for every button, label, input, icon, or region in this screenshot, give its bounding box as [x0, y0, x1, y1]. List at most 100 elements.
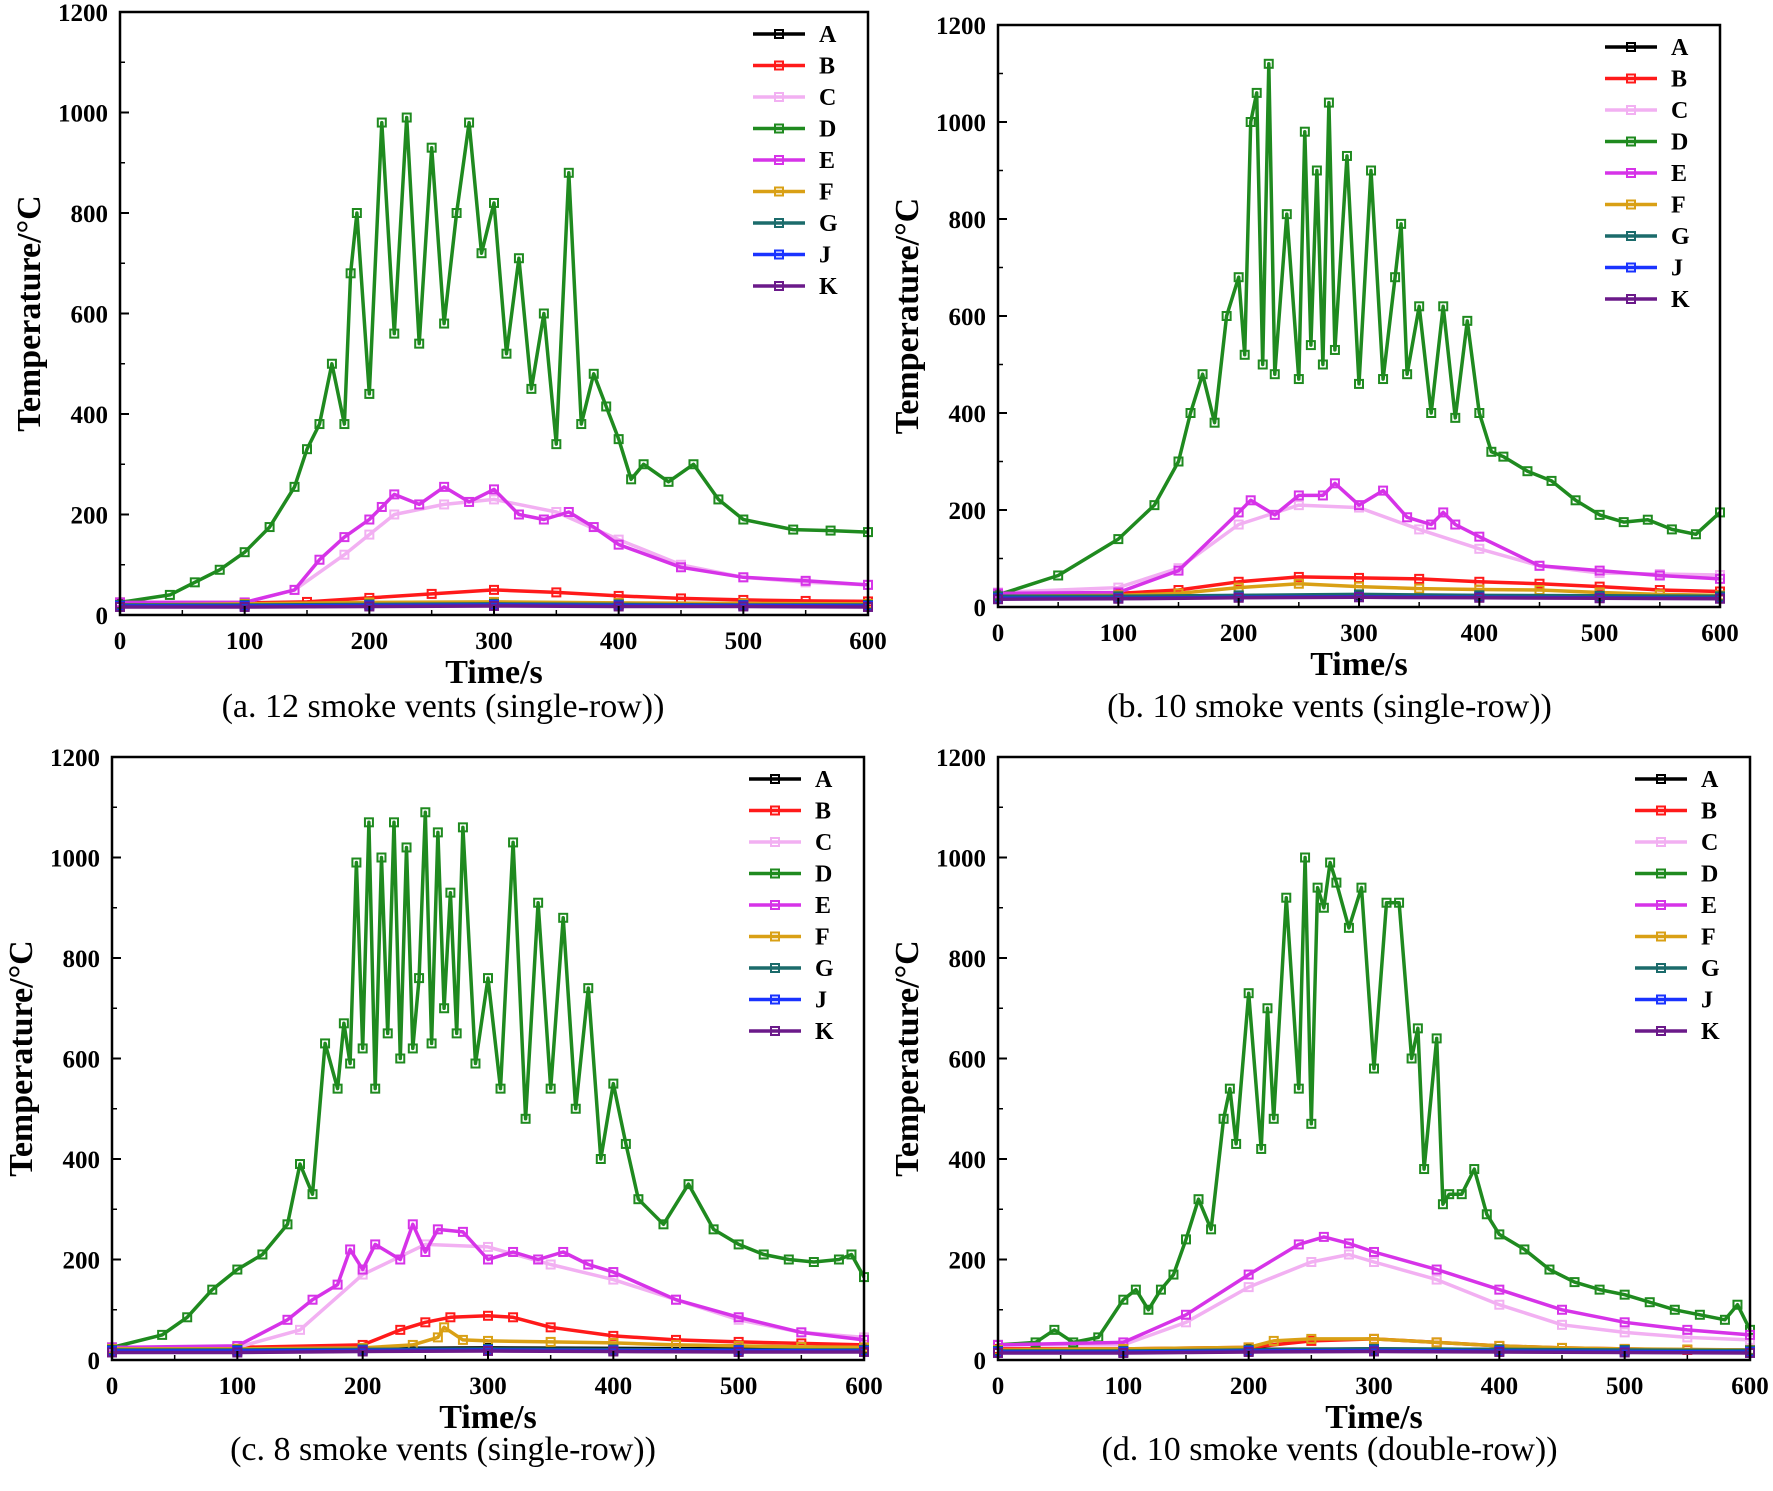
- data-point-d: [583, 983, 594, 994]
- legend-label: J: [819, 243, 831, 269]
- data-point-e: [1243, 1269, 1254, 1280]
- data-point-d: [688, 459, 699, 470]
- data-point-e: [613, 539, 624, 550]
- x-tick-label: 400: [1461, 620, 1499, 647]
- data-point-d: [426, 142, 437, 153]
- legend-label: C: [1701, 830, 1718, 856]
- data-point-d: [451, 1028, 462, 1039]
- legend-label: B: [815, 799, 831, 825]
- data-point-d: [364, 388, 375, 399]
- data-point-d: [783, 1254, 794, 1265]
- legend-swatch-marker: [1626, 42, 1636, 52]
- data-point-d: [1438, 301, 1449, 312]
- data-point-e: [671, 1294, 681, 1305]
- data-point-d: [1263, 58, 1274, 69]
- data-point-d: [1396, 218, 1407, 229]
- legend-item-b: B: [1635, 799, 1717, 825]
- data-point-d: [1394, 897, 1405, 908]
- legend-swatch-marker: [1626, 231, 1636, 241]
- data-point-d: [833, 1254, 844, 1265]
- data-point-d: [457, 822, 468, 833]
- y-tick-label: 0: [88, 1348, 101, 1375]
- data-point-c: [1343, 1249, 1354, 1260]
- y-tick-label: 1200: [936, 745, 986, 772]
- data-point-d: [1281, 892, 1292, 903]
- legend-swatch-marker: [1626, 168, 1636, 178]
- legend-item-j: J: [1635, 988, 1713, 1014]
- y-axis-title: Temperature/°C: [11, 195, 48, 431]
- data-point-e: [364, 514, 375, 525]
- data-point-d: [1269, 369, 1280, 380]
- caption-b: (b. 10 smoke vents (single-row)): [1107, 688, 1552, 725]
- data-point-e: [1378, 485, 1389, 496]
- data-point-d: [239, 547, 250, 558]
- x-tick-label: 400: [595, 1373, 633, 1400]
- data-point-e: [1438, 507, 1449, 518]
- data-point-d: [1719, 1314, 1730, 1325]
- data-point-e: [307, 1294, 318, 1305]
- data-point-d: [389, 328, 400, 339]
- legend-item-g: G: [1605, 224, 1690, 250]
- data-point-d: [1206, 1224, 1217, 1235]
- data-point-d: [1155, 1284, 1166, 1295]
- data-point-d: [595, 1154, 606, 1164]
- legend-swatch-marker: [1626, 199, 1636, 210]
- x-tick-label: 300: [475, 628, 513, 655]
- series-b: [107, 1310, 869, 1353]
- data-point-d: [339, 419, 350, 430]
- x-tick-label: 600: [845, 1373, 883, 1400]
- data-point-b: [445, 1312, 456, 1323]
- series-e: [993, 1231, 1755, 1350]
- data-point-d: [1300, 852, 1311, 863]
- legend-swatch-marker: [774, 123, 784, 134]
- x-tick-label: 100: [1100, 620, 1138, 647]
- data-point-d: [1369, 1063, 1379, 1074]
- data-point-d: [326, 358, 337, 369]
- y-tick-label: 1200: [936, 13, 986, 40]
- y-axis-title: Temperature/°C: [889, 198, 926, 434]
- legend-swatch-marker: [1626, 105, 1636, 115]
- legend-swatch-marker: [1656, 963, 1666, 973]
- y-tick-label: 1200: [50, 745, 100, 772]
- data-point-e: [407, 1219, 418, 1230]
- data-point-d: [470, 1058, 481, 1069]
- data-point-b: [426, 588, 437, 599]
- y-tick-label: 1000: [936, 846, 986, 873]
- y-tick-label: 200: [71, 503, 109, 530]
- legend-label: B: [819, 54, 835, 80]
- data-point-d: [551, 439, 562, 450]
- x-tick-label: 300: [1340, 620, 1378, 647]
- data-point-b: [1414, 573, 1425, 584]
- x-tick-label: 100: [219, 1373, 257, 1400]
- data-point-c: [339, 549, 350, 560]
- data-point-e: [1426, 519, 1437, 530]
- data-point-d: [713, 494, 724, 505]
- data-point-d: [1486, 446, 1497, 457]
- data-point-d: [576, 419, 587, 430]
- chart-b: 0 100 200 300 400 500 600 0 200 400 600 800 1000 1200…: [889, 13, 1739, 683]
- data-point-d: [376, 852, 387, 863]
- data-point-d: [439, 1003, 450, 1014]
- data-point-e: [1293, 490, 1304, 501]
- data-point-d: [1469, 1164, 1480, 1175]
- data-point-d: [1323, 97, 1334, 108]
- data-point-d: [1619, 1289, 1630, 1300]
- data-point-d: [182, 1312, 193, 1323]
- data-point-d: [489, 197, 499, 208]
- legend-label: A: [1701, 767, 1719, 793]
- legend-swatch-marker: [770, 931, 780, 942]
- data-point-e: [1654, 570, 1665, 581]
- data-point-c: [1293, 500, 1304, 511]
- data-point-d: [570, 1103, 581, 1114]
- y-axis-title: Temperature/°C: [3, 940, 40, 1176]
- data-point-d: [157, 1329, 168, 1340]
- data-point-d: [626, 474, 637, 485]
- data-point-d: [363, 817, 374, 828]
- caption-d: (d. 10 smoke vents (double-row)): [1101, 1431, 1558, 1468]
- data-point-e: [1534, 560, 1545, 571]
- y-tick-label: 200: [949, 498, 987, 525]
- legend-swatch-marker: [774, 92, 784, 102]
- legend-swatch-marker: [1626, 294, 1636, 304]
- data-point-d: [257, 1249, 268, 1260]
